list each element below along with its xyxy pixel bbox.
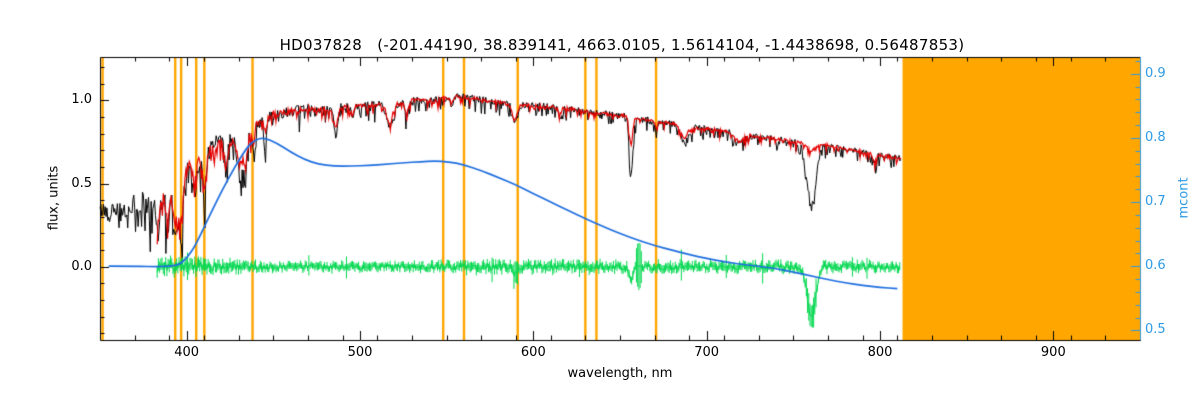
right-axis-label: mcont [1176,177,1192,219]
x-axis-label: wavelength, nm [567,366,673,381]
plot-title: HD037828 (-201.44190, 38.839141, 4663.01… [279,36,965,54]
left-axis-label: flux, units [46,165,62,231]
